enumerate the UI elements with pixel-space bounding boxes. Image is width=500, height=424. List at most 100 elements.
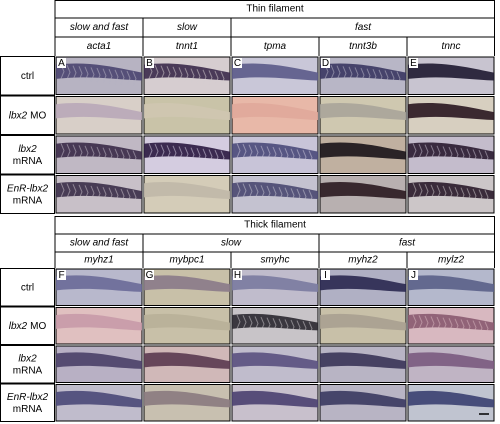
panel-letter: I [324, 270, 327, 281]
somite [308, 189, 313, 205]
embryo [56, 313, 142, 331]
panel-letter: J [411, 270, 416, 281]
somite [72, 144, 77, 160]
embryo [408, 352, 494, 369]
somite [436, 145, 441, 161]
somite [166, 66, 171, 81]
somite [442, 185, 447, 201]
row-label: mRNA [13, 403, 43, 414]
somite [448, 146, 453, 162]
somite [272, 186, 277, 201]
row-label-part: MO [30, 320, 46, 331]
row-label: lbx2 [18, 143, 37, 154]
somite [430, 316, 435, 331]
letter-box [233, 270, 242, 280]
somite [472, 188, 477, 204]
somite [302, 149, 307, 165]
somite [132, 71, 137, 87]
row-label-part: mRNA [13, 155, 43, 166]
somite [196, 69, 201, 84]
embryo [320, 275, 406, 292]
row-label-box [0, 56, 55, 96]
somite [242, 183, 247, 198]
somite [472, 320, 477, 335]
group-label: fast [399, 238, 416, 249]
somite [90, 67, 95, 82]
row-label-part: lbx2 [9, 110, 28, 121]
gene-label: mybpc1 [169, 255, 204, 266]
somite [436, 185, 441, 200]
somite [90, 185, 95, 201]
somite [208, 149, 213, 164]
letter-box [409, 58, 418, 68]
somite [448, 318, 453, 333]
somite [266, 317, 271, 332]
somite [412, 182, 417, 198]
somite [254, 145, 259, 160]
somite [66, 64, 71, 80]
letter-box [233, 58, 242, 68]
group-label: slow and fast [70, 22, 130, 33]
somite [120, 70, 125, 85]
somite [442, 317, 447, 332]
somite [190, 68, 195, 84]
row-label-box [0, 95, 55, 135]
somite [390, 70, 395, 86]
somite [248, 315, 253, 330]
embryo [144, 103, 230, 120]
panel-letter: F [58, 270, 64, 281]
row-label-part: MO [30, 110, 46, 121]
panel-title: Thick filament [244, 220, 306, 231]
somite [448, 186, 453, 201]
panel-letter: H [234, 270, 241, 281]
somite [96, 67, 101, 83]
row-label: EnR-lbx2 [7, 183, 49, 194]
somite [108, 187, 113, 203]
somite [66, 183, 71, 198]
row-label-part: EnR-lbx2 [7, 391, 49, 402]
somite [242, 315, 247, 330]
somite [484, 321, 489, 336]
panel-letter: C [234, 58, 241, 69]
somite [242, 143, 247, 159]
embryo [232, 103, 318, 120]
panel-letter: A [58, 58, 65, 69]
somite [148, 143, 153, 158]
row-label-part: mRNA [13, 365, 43, 376]
somite [178, 146, 183, 161]
row-label: ctrl [21, 282, 34, 293]
somite [424, 315, 429, 330]
somite [366, 68, 371, 84]
somite [266, 146, 271, 161]
somite [114, 148, 119, 164]
somite [220, 71, 225, 87]
row-label-box [0, 306, 55, 345]
group-label: slow [221, 238, 242, 249]
somite [424, 183, 429, 199]
somite [290, 319, 295, 335]
somite [354, 67, 359, 82]
somite [454, 186, 459, 202]
row-label-part: ctrl [21, 282, 34, 293]
somite [60, 182, 65, 198]
letter-box [321, 270, 330, 280]
somite [478, 149, 483, 165]
somite [260, 145, 265, 161]
row-label-box [0, 174, 55, 214]
somite [248, 144, 253, 160]
letter-box [57, 58, 66, 68]
panel-title: Thin filament [246, 4, 303, 15]
embryo [320, 142, 406, 160]
somite [384, 70, 389, 85]
group-label: slow and fast [70, 238, 130, 249]
row-label: lbx2 [18, 353, 37, 364]
row-label-part: lbx2 [18, 353, 37, 364]
somite [236, 314, 241, 329]
somite [454, 147, 459, 163]
embryo [56, 275, 142, 292]
embryo [320, 182, 406, 199]
row-label: mRNA [13, 365, 43, 376]
somite [108, 69, 113, 84]
embryo [144, 352, 230, 369]
group-label: slow [177, 22, 198, 33]
